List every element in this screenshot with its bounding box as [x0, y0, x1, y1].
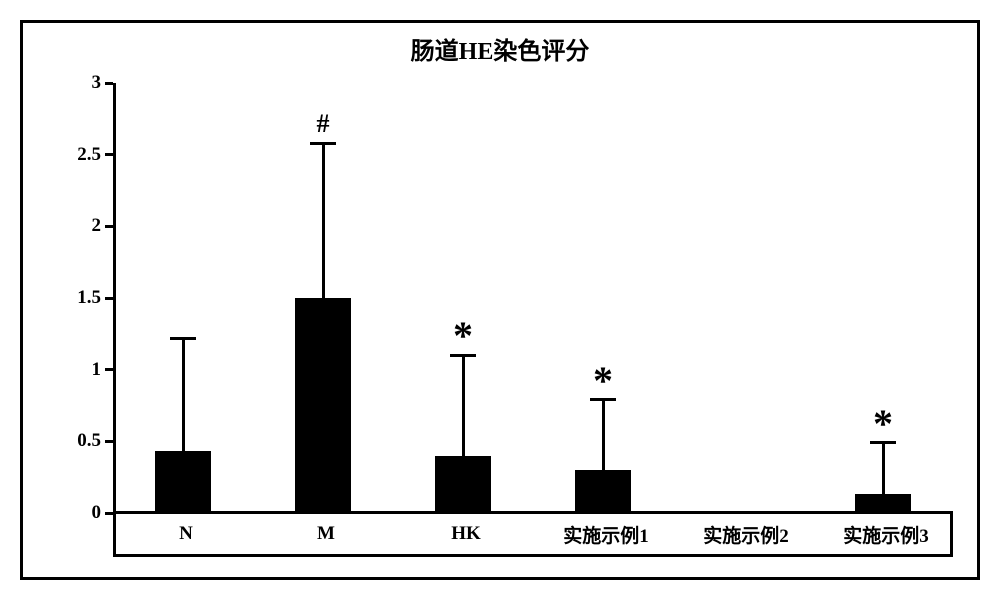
- y-tick: [105, 368, 113, 371]
- y-tick: [105, 440, 113, 443]
- y-tick-label: 0: [92, 502, 102, 524]
- y-tick: [105, 82, 113, 85]
- significance-marker: *: [453, 312, 473, 359]
- x-category-label: 实施示例1: [536, 514, 676, 554]
- y-tick: [105, 297, 113, 300]
- error-bar: [882, 443, 885, 513]
- chart-container: 肠道HE染色评分 00.511.522.53#*** NMHK实施示例1实施示例…: [20, 20, 980, 580]
- x-category-label: HK: [396, 514, 536, 554]
- y-tick-label: 0.5: [77, 430, 101, 452]
- x-category-label: M: [256, 514, 396, 554]
- y-tick-label: 1.5: [77, 287, 101, 309]
- y-tick-label: 2: [92, 215, 102, 237]
- y-tick-label: 2.5: [77, 144, 101, 166]
- significance-marker: *: [593, 357, 613, 404]
- y-tick-label: 3: [92, 72, 102, 94]
- x-category-label: N: [116, 514, 256, 554]
- error-bar: [602, 400, 605, 513]
- error-cap: [310, 142, 335, 145]
- y-tick: [105, 512, 113, 515]
- y-tick-label: 1: [92, 359, 102, 381]
- error-cap: [170, 337, 195, 340]
- error-bar: [462, 355, 465, 513]
- y-tick: [105, 153, 113, 156]
- significance-marker: *: [873, 400, 893, 447]
- x-axis-box: NMHK实施示例1实施示例2实施示例3: [113, 511, 953, 557]
- plot-area: 00.511.522.53#***: [113, 83, 953, 513]
- x-category-label: 实施示例2: [676, 514, 816, 554]
- significance-marker: #: [317, 109, 330, 139]
- error-bar: [182, 338, 185, 513]
- x-category-label: 实施示例3: [816, 514, 956, 554]
- y-tick: [105, 225, 113, 228]
- y-axis: [113, 83, 116, 513]
- chart-title: 肠道HE染色评分: [23, 31, 977, 66]
- error-bar: [322, 143, 325, 513]
